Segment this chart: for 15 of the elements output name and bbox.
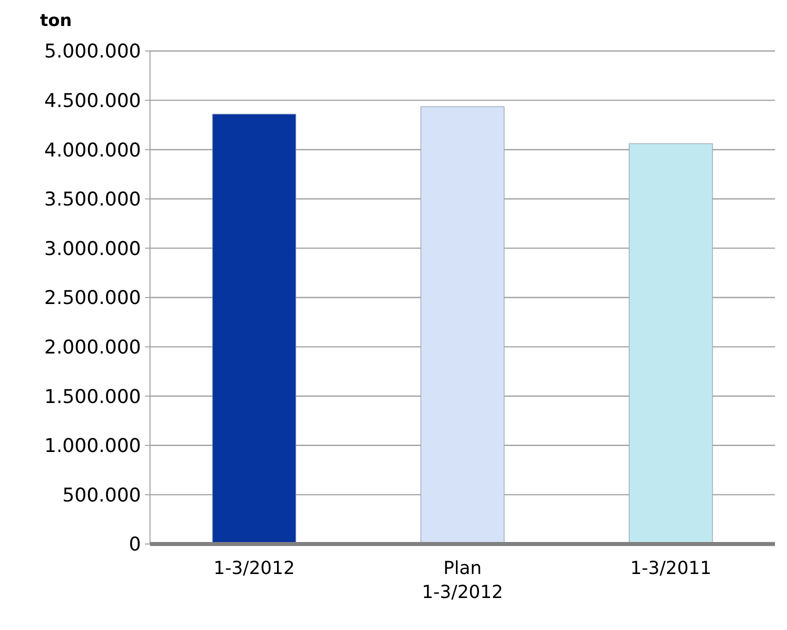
x-tick-label: Plan 1-3/2012 [422,558,504,603]
x-tick-label: 1-3/2011 [630,558,712,579]
y-tick-label: 3.500.000 [44,188,141,211]
y-tick-label: 5.000.000 [44,40,141,63]
y-tick-label: 500.000 [62,484,141,506]
y-tick-label: 3.000.000 [44,238,141,260]
y-axis-title: ton [40,11,72,31]
y-tick-label: 2.500.000 [44,287,141,310]
y-tick-label: 2.000.000 [44,336,141,358]
y-tick-label: 1.500.000 [44,386,141,408]
y-tick-label: 1.000.000 [44,435,141,458]
y-tick-label: 4.000.000 [44,139,141,162]
x-tick-label: 1-3/2012 [214,558,295,579]
y-tick-label: 0 [128,534,141,556]
y-tick-label: 4.500.000 [44,90,141,112]
